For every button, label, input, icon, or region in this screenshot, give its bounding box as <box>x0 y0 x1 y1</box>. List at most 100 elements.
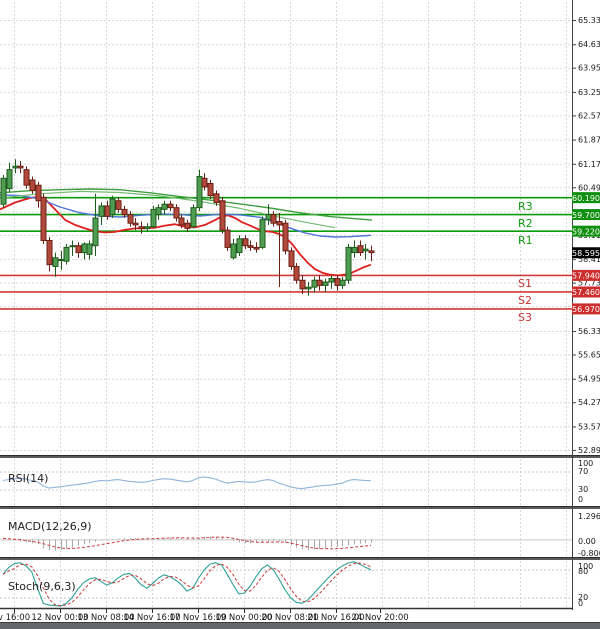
candle-body <box>213 193 220 203</box>
candle-body <box>224 229 231 248</box>
rsi-scale-label: 30 <box>578 485 588 494</box>
candle-body <box>23 169 30 186</box>
candle-body <box>63 246 70 262</box>
support-label-s1[interactable]: S1 <box>518 277 532 290</box>
price-axis-label: 63.950 <box>578 64 600 73</box>
time-axis-label: v 16:00 <box>0 613 30 623</box>
price-badge-r2[interactable]: 59.700 <box>572 209 600 221</box>
candle-body <box>334 278 341 286</box>
candle-body <box>253 246 260 250</box>
panel-separator[interactable] <box>0 455 600 458</box>
candle-body <box>259 219 266 248</box>
price-badge-s2[interactable]: 57.460 <box>572 286 600 298</box>
candle-body <box>6 169 13 190</box>
rsi-scale-label: 0 <box>578 495 583 504</box>
price-axis-label: 65.330 <box>578 16 600 25</box>
candle-body <box>109 198 116 216</box>
candle-body <box>362 248 369 252</box>
macd-scale-label: -0.8005 <box>578 549 600 558</box>
resistance-label-r2[interactable]: R2 <box>518 217 533 230</box>
candle-body <box>270 214 277 224</box>
candle-body <box>155 207 162 216</box>
candle-body <box>328 278 335 283</box>
candle-body <box>52 257 59 267</box>
resistance-label-r1[interactable]: R1 <box>518 234 533 247</box>
price-axis-label: 61.870 <box>578 136 600 145</box>
price-axis-label: 62.570 <box>578 111 600 120</box>
svg-text:57.940: 57.940 <box>572 272 600 281</box>
stoch-scale-label: 80 <box>578 567 588 576</box>
price-badge-r1[interactable]: 59.220 <box>572 225 600 237</box>
candle-body <box>98 205 105 217</box>
resistance-label-r3[interactable]: R3 <box>518 200 533 213</box>
candle-body <box>288 250 295 267</box>
price-badge-s1[interactable]: 57.940 <box>572 269 600 281</box>
current-price-badge[interactable]: 58.595 <box>572 247 600 259</box>
price-axis-label: 57.730 <box>578 279 600 288</box>
candle-body <box>29 179 36 191</box>
ma-line-slow-green <box>0 188 373 221</box>
candle-body <box>219 200 226 231</box>
candle-body <box>178 217 185 226</box>
price-axis-label: 58.410 <box>578 255 600 264</box>
support-label-s2[interactable]: S2 <box>518 294 532 307</box>
candle-body <box>368 250 375 254</box>
panel-separator[interactable] <box>0 557 600 560</box>
bottom-window-bar <box>0 622 600 629</box>
price-axis-label: 56.330 <box>578 327 600 336</box>
candle-body <box>311 279 318 288</box>
time-axis-label: 14 Nov 16:00 <box>123 613 180 623</box>
candle-body <box>86 243 93 255</box>
macd-scale-label: 0.00 <box>578 537 596 546</box>
panel-separator[interactable] <box>0 506 600 509</box>
time-axis-label: 19 Nov 00:00 <box>215 613 272 623</box>
price-axis-label: 55.650 <box>578 351 600 360</box>
candle-body <box>242 238 249 247</box>
candle-body <box>81 243 88 254</box>
svg-text:60.190: 60.190 <box>572 194 600 203</box>
support-label-s3[interactable]: S3 <box>518 311 532 324</box>
stoch-panel-title: Stoch(9,6,3) <box>8 580 76 593</box>
candle-body <box>247 245 254 248</box>
candle-body <box>265 214 272 221</box>
price-badge-s3[interactable]: 56.970 <box>572 303 600 315</box>
candle-body <box>207 182 214 197</box>
candle-body <box>161 203 168 210</box>
candle-body <box>12 165 19 169</box>
rsi-scale-label: 100 <box>578 459 593 468</box>
candle-body <box>316 279 323 286</box>
candle-body <box>351 246 358 254</box>
candle-body <box>92 217 99 247</box>
candle-body <box>299 279 306 290</box>
candle-body <box>184 222 191 229</box>
candle-body <box>127 214 134 224</box>
candle-body <box>115 200 122 210</box>
candle-body <box>167 203 174 209</box>
candle-body <box>0 177 7 205</box>
stoch-k-line <box>2 561 372 607</box>
candle-body <box>236 238 243 254</box>
time-axis-label: 24 Nov 20:00 <box>351 613 408 623</box>
candle-body <box>46 239 53 266</box>
stoch-scale-label: 20 <box>578 593 588 602</box>
price-axis-label: 54.950 <box>578 375 600 384</box>
svg-text:57.460: 57.460 <box>572 288 600 297</box>
price-badge-r3[interactable]: 60.190 <box>572 192 600 204</box>
rsi-panel-title: RSI(14) <box>8 472 49 485</box>
candle-body <box>144 226 151 229</box>
svg-text:59.220: 59.220 <box>572 227 600 236</box>
candle-body <box>75 245 82 254</box>
candle-body <box>58 259 65 262</box>
candle-body <box>201 177 208 188</box>
macd-scale-label: 1.2961 <box>578 512 600 521</box>
candle-body <box>345 246 352 281</box>
price-axis-label: 52.890 <box>578 446 600 455</box>
svg-text:58.595: 58.595 <box>572 249 600 258</box>
candle-body <box>230 243 237 259</box>
time-axis-label: 21 Nov 16:00 <box>307 613 364 623</box>
candle-body <box>121 208 128 216</box>
candle-body <box>282 222 289 252</box>
candle-body <box>322 281 329 286</box>
candle-body <box>196 176 203 209</box>
